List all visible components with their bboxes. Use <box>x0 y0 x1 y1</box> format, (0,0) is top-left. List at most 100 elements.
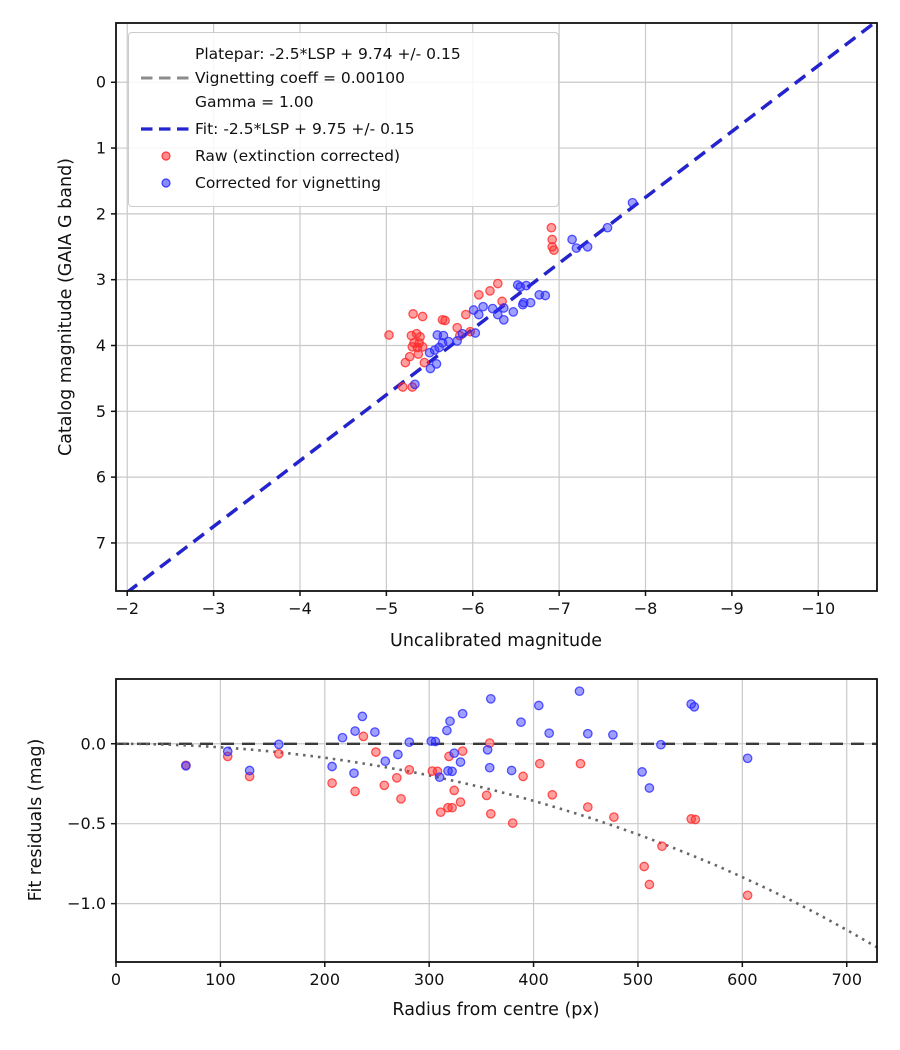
data-point <box>337 732 348 743</box>
data-point <box>447 802 457 813</box>
data-point <box>547 789 558 800</box>
top-y-axis-label: Catalog magnitude (GAIA G band) <box>56 157 76 457</box>
data-point <box>518 771 528 782</box>
data-point <box>457 708 468 719</box>
data-point <box>442 725 452 736</box>
data-point <box>327 778 337 788</box>
data-point <box>350 726 360 736</box>
data-point <box>434 772 445 783</box>
data-point <box>644 879 655 890</box>
data-point <box>482 744 493 755</box>
plot-frame <box>115 22 878 592</box>
data-point <box>547 234 558 245</box>
data-point <box>379 780 390 791</box>
data-point <box>417 311 428 322</box>
x-tick-label: −4 <box>288 599 312 618</box>
legend-entry-raw: Raw (extinction corrected) <box>137 144 550 168</box>
plot-frame <box>115 678 878 963</box>
data-point <box>435 807 446 818</box>
data-point <box>498 303 509 313</box>
data-point <box>689 701 700 712</box>
tick-labels: −2 −3 −4 −5 −6 −7 −8 −9 −10 0 1 2 3 4 5 6 7 <box>96 73 835 618</box>
x-tick-label: −6 <box>461 599 485 618</box>
data-point <box>637 767 647 777</box>
data-point <box>455 757 466 767</box>
x-tick-label: −10 <box>801 599 835 618</box>
y-tick-label: 1 <box>96 139 106 158</box>
series-corrected-for-vignetting <box>410 197 638 390</box>
data-point <box>357 711 368 722</box>
data-point <box>384 330 394 340</box>
data-point <box>404 764 415 775</box>
y-tick-label: −0.5 <box>67 814 106 833</box>
legend-fit-label: Fit: -2.5*LSP + 9.75 +/- 0.15 <box>195 120 415 139</box>
data-point <box>639 861 650 872</box>
y-tick-label: 7 <box>96 533 106 552</box>
tick-labels: 0 100 200 300 400 500 600 700 0.0 −0.5 −1.0 <box>67 734 862 989</box>
x-tick-label: 700 <box>831 970 862 989</box>
y-tick-label: 3 <box>96 270 106 289</box>
y-tick-label: 0.0 <box>81 734 106 753</box>
legend-corrected-label: Corrected for vignetting <box>195 174 381 193</box>
data-point <box>498 314 509 325</box>
data-point <box>445 716 455 727</box>
data-point <box>273 748 284 759</box>
x-tick-label: 600 <box>727 970 758 989</box>
legend-platepar-line2: Vignetting coeff = 0.00100 <box>195 69 405 88</box>
x-tick-label: −5 <box>375 599 399 618</box>
legend-raw-label: Raw (extinction corrected) <box>195 147 401 166</box>
data-point <box>657 841 667 852</box>
data-point <box>222 746 233 757</box>
data-point <box>434 342 444 353</box>
data-point <box>546 222 557 233</box>
data-point <box>447 766 457 777</box>
legend-entry-platepar: Platepar: -2.5*LSP + 9.74 +/- 0.15 Vigne… <box>137 42 550 114</box>
data-point <box>404 737 415 748</box>
legend-entry-corrected: Corrected for vignetting <box>137 171 550 195</box>
top-x-axis-label: Uncalibrated magnitude <box>390 631 602 651</box>
x-tick-label: 200 <box>310 970 341 989</box>
data-point <box>608 729 618 740</box>
x-tick-label: −8 <box>634 599 658 618</box>
data-point <box>517 299 528 310</box>
data-point <box>534 758 545 769</box>
data-point <box>540 290 551 301</box>
data-point <box>478 301 488 312</box>
series-corrected-for-vignetting <box>181 686 753 793</box>
data-point <box>473 289 484 300</box>
data-point <box>575 758 586 769</box>
y-tick-label: 2 <box>96 204 106 223</box>
data-point <box>473 309 484 320</box>
data-point <box>492 278 503 289</box>
x-tick-label: 100 <box>205 970 236 989</box>
y-tick-label: 0 <box>96 73 106 92</box>
data-point <box>408 309 418 319</box>
data-point <box>244 765 255 776</box>
data-point <box>533 700 544 711</box>
x-tick-label: −2 <box>115 599 139 618</box>
data-point <box>419 357 430 368</box>
x-tick-label: 0 <box>111 970 121 989</box>
series-raw-extinction-corrected- <box>384 222 559 392</box>
data-point <box>549 245 559 255</box>
data-point <box>455 797 466 807</box>
data-point <box>690 814 701 825</box>
data-point <box>507 818 518 828</box>
data-point <box>516 717 526 728</box>
bottom-y-axis-label: Fit residuals (mag) <box>26 738 46 902</box>
legend-platepar-line3: Gamma = 1.00 <box>195 93 314 112</box>
data-point <box>742 890 753 901</box>
y-tick-label: 4 <box>96 336 106 355</box>
data-point <box>571 243 582 253</box>
data-point <box>400 357 411 368</box>
data-point <box>358 731 369 742</box>
gray-dashed-line-icon <box>137 69 195 87</box>
data-point <box>487 303 498 314</box>
data-point <box>349 768 359 779</box>
data-point <box>393 749 403 760</box>
ticks <box>111 743 848 967</box>
data-point <box>425 363 436 374</box>
data-point <box>424 347 435 358</box>
